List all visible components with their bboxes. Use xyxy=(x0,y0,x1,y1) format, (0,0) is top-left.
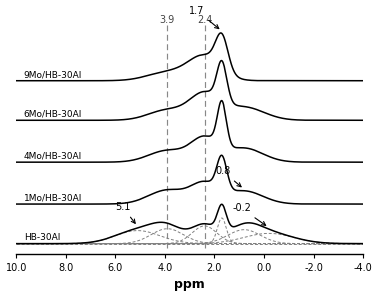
Text: 4Mo/HB-30Al: 4Mo/HB-30Al xyxy=(24,152,82,161)
Text: 1.7: 1.7 xyxy=(189,6,219,29)
Text: 2.4: 2.4 xyxy=(197,15,212,25)
Text: HB-30Al: HB-30Al xyxy=(24,233,60,242)
Text: 6Mo/HB-30Al: 6Mo/HB-30Al xyxy=(24,110,82,119)
Text: 1Mo/HB-30Al: 1Mo/HB-30Al xyxy=(24,194,82,203)
X-axis label: ppm: ppm xyxy=(174,279,205,291)
Text: 0.8: 0.8 xyxy=(215,166,241,187)
Text: 9Mo/HB-30Al: 9Mo/HB-30Al xyxy=(24,70,82,79)
Text: -0.2: -0.2 xyxy=(232,203,266,225)
Text: 5.1: 5.1 xyxy=(115,202,135,223)
Text: 3.9: 3.9 xyxy=(160,15,175,25)
